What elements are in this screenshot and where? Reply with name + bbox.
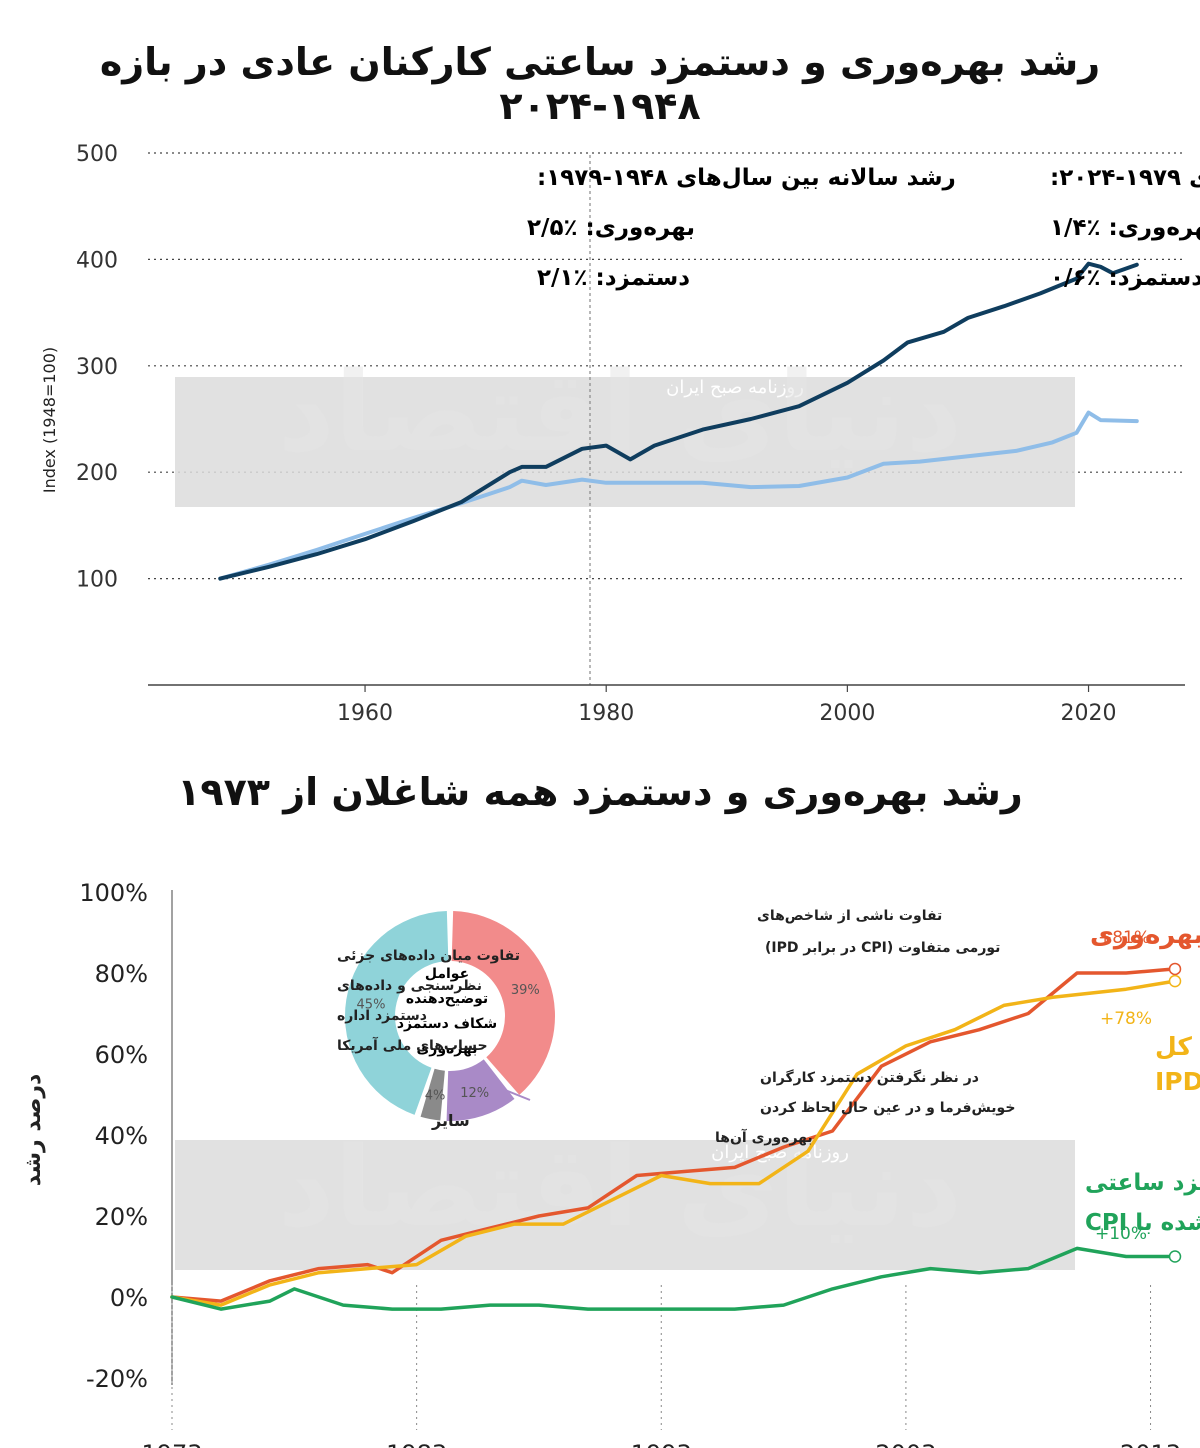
series-label-hourly-wage-1: میانگین دستمزد ساعتی (1085, 1169, 1200, 1196)
x-tick-label: 2000 (819, 701, 875, 726)
donut-center-1: عوامل (425, 966, 469, 982)
watermark-sub: روزنامه صبح ایران (666, 377, 804, 398)
chart1-y-ticks: 100 200 300 400 500 (76, 142, 118, 593)
y-tick-label: 300 (76, 355, 118, 380)
watermark-band (175, 377, 1075, 507)
productivity-wage-index-chart: روزنامه صبح ایران دنیای اقتصاد 100 200 300… (40, 142, 1200, 726)
chart2-series (170, 962, 1182, 1311)
end-label-total-wage: +78% (1100, 1009, 1152, 1029)
desc-data-4: حساب‌های ملی آمریکا (337, 1036, 488, 1054)
wage-index-line (218, 410, 1139, 581)
y-tick-label: 400 (76, 248, 118, 273)
right-annotation-productivity: بهره‌وری: ٪۱/۴ (1050, 215, 1200, 241)
gap-factors-donut: 39% 12% 4% 45% (345, 911, 556, 1121)
donut-segment (345, 911, 449, 1115)
productivity-line-endpoint (1168, 962, 1182, 976)
donut-annotations: تفاوت ناشی از شاخص‌های تورمی متفاوت (CPI… (337, 908, 1015, 1146)
donut-center-3: شکاف دستمزد (397, 1016, 497, 1032)
desc-self-1: در نظر نگرفتن دستمزد کارگران (760, 1069, 979, 1086)
y-tick-label: 20% (95, 1203, 148, 1231)
chart2-y-label: درصد رشد (21, 1074, 46, 1187)
productivity-line (170, 967, 1177, 1303)
watermark-band-2 (175, 1140, 1075, 1270)
y-tick-label: 0% (110, 1284, 148, 1312)
chart1-y-label: Index (1948=100) (40, 347, 59, 493)
end-label-productivity: +81% (1098, 928, 1150, 948)
x-tick-label: 1973 (141, 1440, 202, 1448)
chart1-series (218, 261, 1139, 581)
chart1-x-ticks: 1960 1980 2000 2020 (337, 685, 1117, 726)
x-tick-label: 1980 (578, 701, 634, 726)
total-wage-line (170, 979, 1177, 1307)
y-tick-label: 100% (79, 879, 148, 907)
y-tick-label: 200 (76, 461, 118, 486)
desc-data-2: نظرسنجی و داده‌های (337, 978, 482, 994)
donut-segment-label: 12% (460, 1086, 489, 1101)
hourly-wage-line-endpoint (1168, 1250, 1182, 1263)
donut-segment-label: 45% (357, 997, 386, 1012)
x-tick-label: 2020 (1061, 701, 1117, 726)
hourly-wage-line (170, 1246, 1177, 1311)
y-tick-label: 100 (76, 568, 118, 593)
x-tick-label: 1960 (337, 701, 393, 726)
y-tick-label: 40% (95, 1122, 148, 1150)
desc-data-3: دستمزد اداره (337, 1008, 427, 1024)
desc-data-1: تفاوت میان داده‌های جزئی (337, 948, 520, 964)
left-annotation-wage: دستمزد: ٪۲/۱ (537, 265, 690, 291)
series-label-productivity: بهره‌وری (1090, 920, 1200, 950)
desc-other: سایر (431, 1111, 470, 1130)
chart2-y-ticks: 100% 80% 60% 40% 20% 0% -20% (79, 879, 148, 1393)
desc-cpi-1: تفاوت ناشی از شاخص‌های (757, 908, 942, 924)
watermark-main: دنیای اقتصاد (278, 348, 962, 476)
donut-segment (420, 1068, 445, 1121)
x-tick-label: 1993 (631, 1440, 692, 1448)
desc-cpi-2: تورمی متفاوت (CPI در برابر IPD) (765, 940, 1000, 956)
donut-segment (451, 911, 556, 1095)
left-annotation-productivity: بهره‌وری: ٪۲/۵ (527, 215, 695, 241)
y-tick-label: 80% (95, 960, 148, 988)
series-label-total-wage-1: دستمزد کل (1155, 1032, 1200, 1062)
y-tick-label: -20% (86, 1365, 148, 1393)
all-workers-growth-chart: روزنامه صبح ایران دنیای اقتصاد 100%80%60… (21, 879, 1200, 1448)
series-label-total-wage-2: تعدیل شده با IPD (1155, 1067, 1200, 1096)
x-tick-label: 2013 (1120, 1440, 1181, 1448)
desc-self-3: بهره‌وری آن‌ها (715, 1128, 813, 1146)
donut-segment-label: 39% (511, 983, 540, 998)
y-tick-label: 60% (95, 1041, 148, 1069)
chart1-title: رشد بهره‌وری و دستمزد ساعتی کارکنان عادی… (99, 40, 1101, 128)
productivity-index-line (218, 261, 1139, 581)
watermark-sub-2: روزنامه صبح ایران (711, 1142, 849, 1163)
donut-center-2: توضیح‌دهنده (406, 991, 488, 1007)
left-annotation-heading: رشد سالانه بین سال‌های ۱۹۴۸-۱۹۷۹: (537, 165, 956, 191)
chart2-title: رشد بهره‌وری و دستمزد همه شاغلان از ۱۹۷۳ (177, 770, 1023, 814)
donut-segment-label: 4% (425, 1089, 446, 1104)
desc-self-2: خویش‌فرما و در عین حال لحاظ کردن (760, 1100, 1015, 1116)
right-annotation-wage: دستمزد: ٪۰/۶ (1050, 265, 1200, 291)
x-tick-label: 1983 (386, 1440, 447, 1448)
right-annotation-heading: رشد سالانه بین سال‌های ۱۹۷۹-۲۰۲۴: (1050, 165, 1200, 191)
total-wage-line-endpoint (1168, 974, 1182, 988)
donut-center-4: بهره‌وری (416, 1041, 477, 1057)
series-label-hourly-wage-2: تعدیل‌شده با CPI (1085, 1210, 1200, 1236)
end-label-hourly-wage: +10% (1095, 1224, 1147, 1244)
donut-segment (446, 1059, 515, 1121)
y-tick-label: 500 (76, 142, 118, 167)
donut-leader-line (504, 1089, 531, 1101)
